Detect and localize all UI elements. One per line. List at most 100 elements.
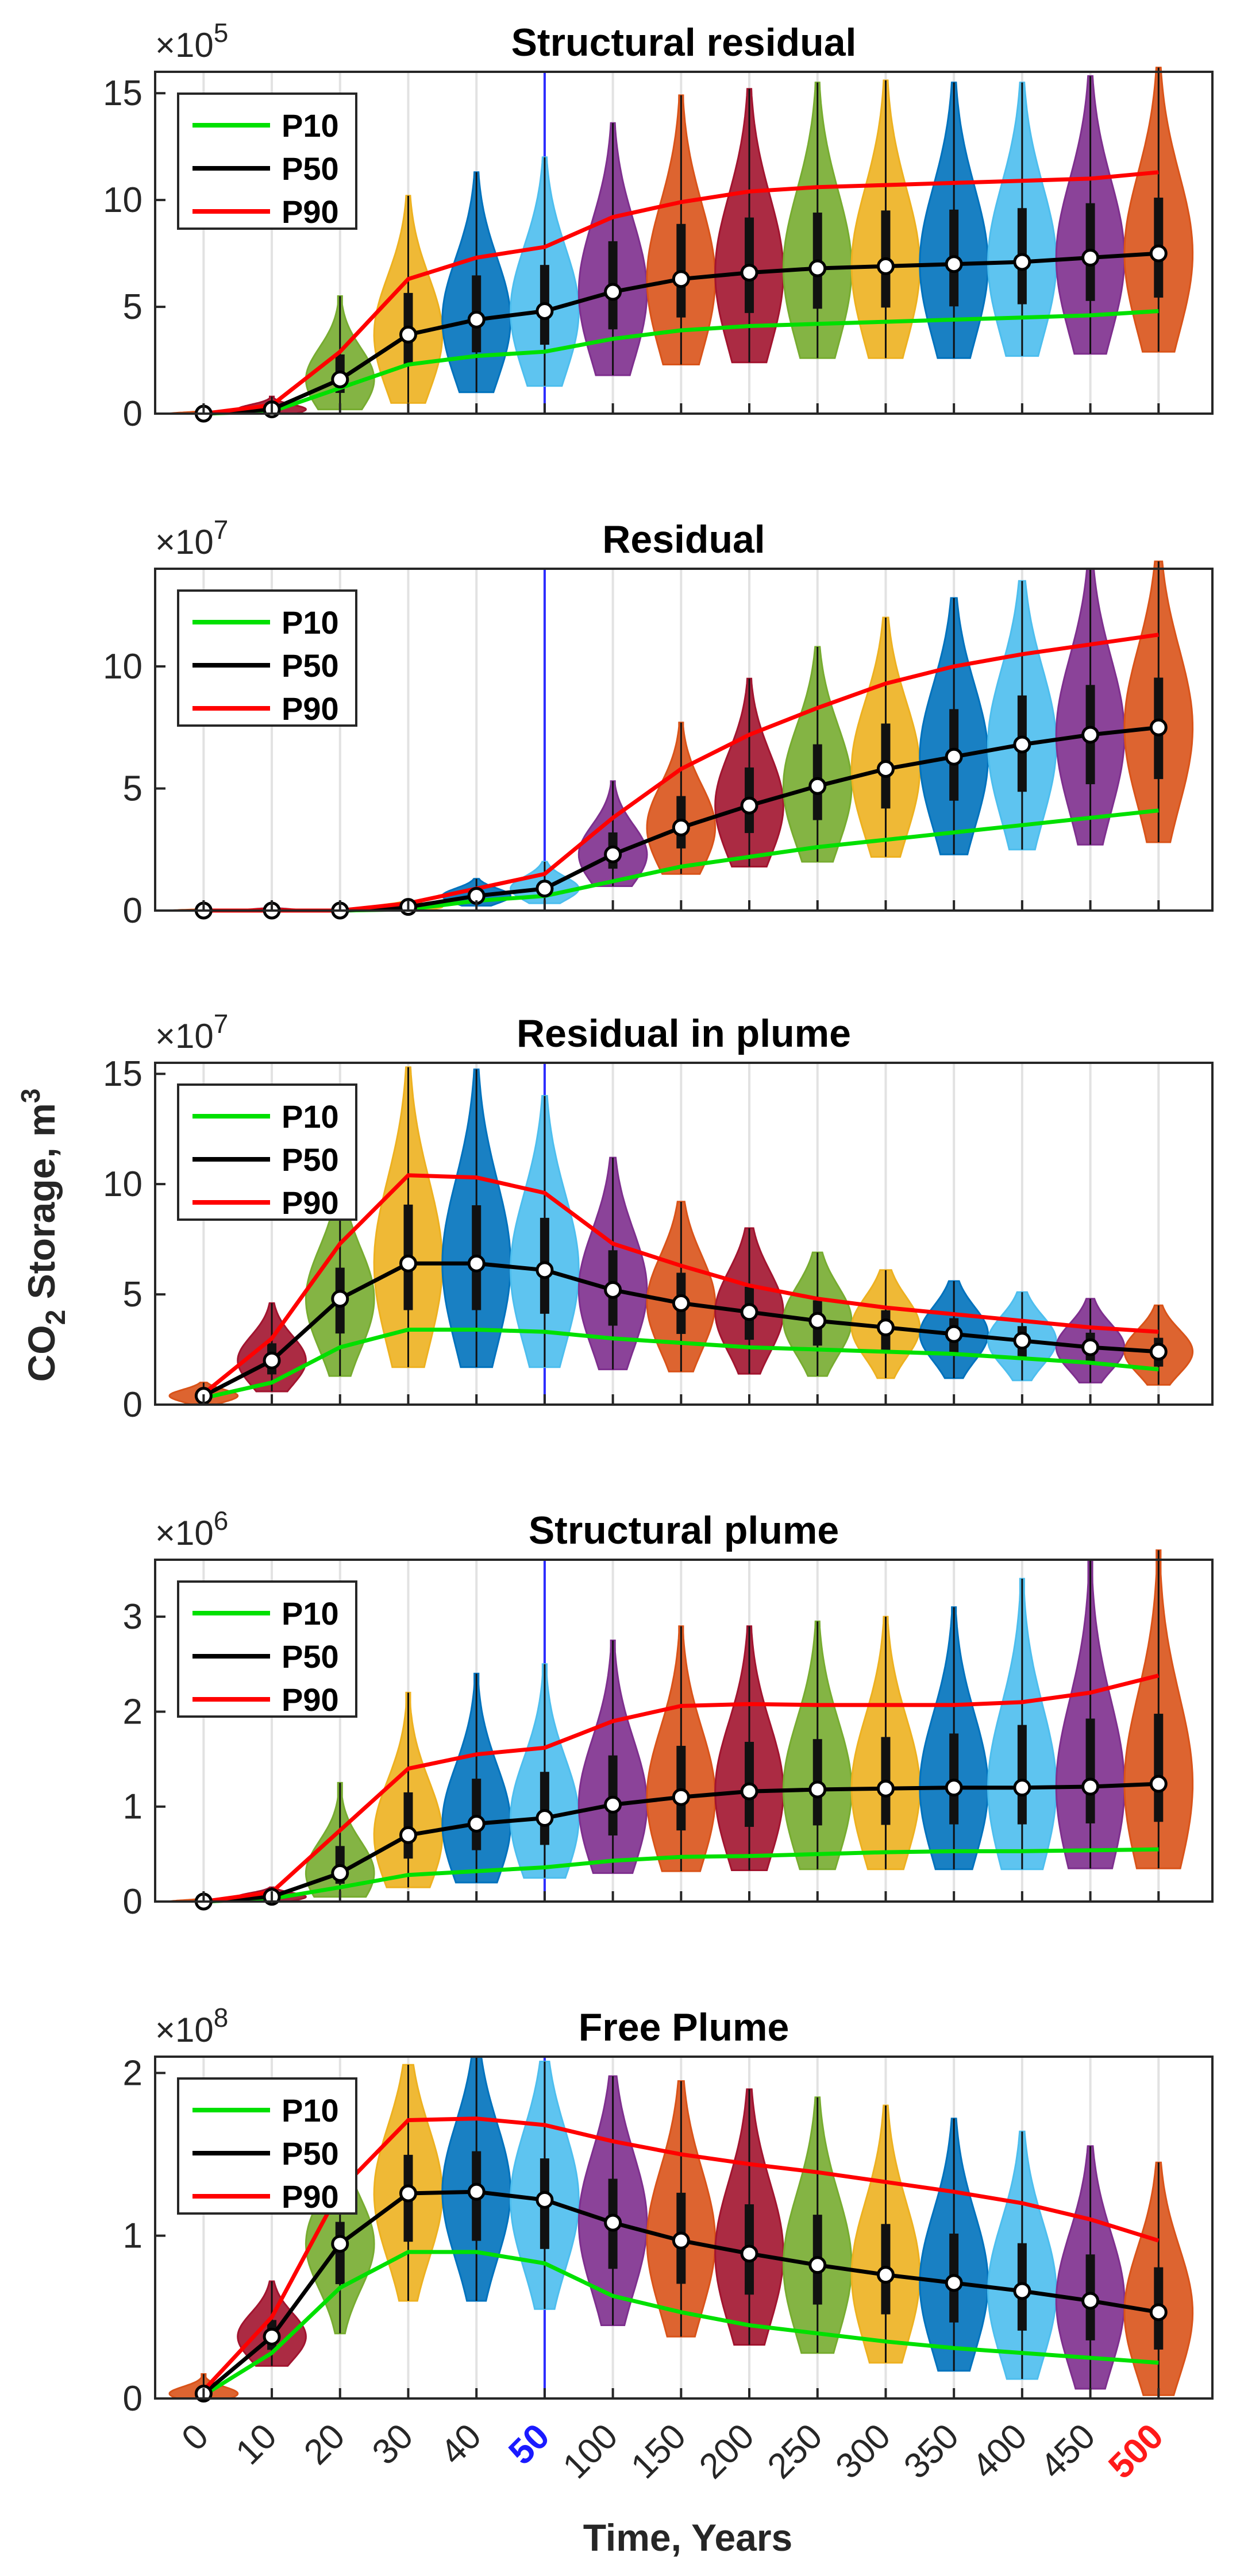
y-tick-label: 5 bbox=[123, 1275, 142, 1314]
legend-label: P10 bbox=[282, 107, 339, 144]
median-marker bbox=[331, 2235, 349, 2253]
x-tick-label: 100 bbox=[556, 2416, 626, 2486]
median-marker bbox=[876, 257, 895, 275]
median-marker bbox=[467, 310, 486, 329]
x-tick-label: 30 bbox=[365, 2416, 421, 2473]
violin-iqr-box bbox=[1154, 1714, 1164, 1822]
violin-iqr-box bbox=[608, 1755, 618, 1835]
median-marker bbox=[1149, 2303, 1168, 2322]
median-marker bbox=[672, 819, 690, 836]
median-marker bbox=[945, 255, 963, 273]
median-marker bbox=[331, 1290, 349, 1308]
median-marker bbox=[399, 1254, 417, 1272]
median-marker bbox=[740, 1782, 758, 1800]
median-marker bbox=[1149, 244, 1168, 263]
axes-frame bbox=[154, 2056, 1214, 2400]
y-tick-label: 5 bbox=[123, 769, 142, 809]
median-marker bbox=[399, 2184, 417, 2203]
y-tick-label: 10 bbox=[103, 647, 142, 687]
y-exponent-label: ×106 bbox=[155, 1506, 228, 1552]
median-marker bbox=[536, 2191, 554, 2209]
median-marker bbox=[876, 1318, 895, 1337]
y-tick-label: 2 bbox=[123, 1692, 142, 1732]
median-marker bbox=[740, 264, 758, 282]
panel-title: Residual bbox=[602, 518, 765, 561]
y-tick-label: 2 bbox=[123, 2053, 142, 2093]
legend-box bbox=[177, 589, 357, 727]
median-marker bbox=[467, 1254, 486, 1272]
legend-label: P50 bbox=[282, 2135, 339, 2172]
panel-5: Free Plume ×108 0 1 2 P10 P50 P90 bbox=[123, 2003, 1214, 2419]
median-marker bbox=[808, 1780, 827, 1799]
legend-label: P10 bbox=[282, 604, 339, 641]
median-marker bbox=[945, 1779, 963, 1797]
y-tick-label: 5 bbox=[123, 287, 142, 327]
axes-frame bbox=[154, 71, 1214, 415]
median-marker bbox=[876, 1779, 895, 1798]
legend-box bbox=[177, 2077, 357, 2215]
median-marker bbox=[740, 2245, 758, 2263]
median-marker bbox=[1081, 249, 1100, 267]
legend-label: P50 bbox=[282, 151, 339, 187]
median-marker bbox=[1013, 1332, 1031, 1350]
median-marker bbox=[808, 777, 827, 795]
y-tick-label: 0 bbox=[123, 1882, 142, 1922]
violin-iqr-box bbox=[403, 1792, 413, 1859]
median-marker bbox=[1013, 735, 1031, 754]
legend: P10 P50 P90 bbox=[177, 92, 357, 230]
median-marker bbox=[876, 760, 895, 778]
violin-iqr-box bbox=[472, 1779, 482, 1850]
y-tick-label: 0 bbox=[123, 2379, 142, 2419]
x-tick-label: 200 bbox=[692, 2416, 762, 2486]
violin-iqr-box bbox=[540, 1772, 549, 1845]
y-tick-label: 15 bbox=[103, 74, 142, 113]
x-tick-label: 400 bbox=[965, 2416, 1035, 2486]
panel-2: Residual ×107 0 5 10 P10 P50 P90 bbox=[103, 515, 1214, 931]
series-line-p90 bbox=[203, 170, 1159, 416]
x-tick-label: 10 bbox=[228, 2416, 284, 2473]
legend-box bbox=[177, 1580, 357, 1718]
violin-iqr-box bbox=[1085, 1718, 1095, 1823]
violin-iqr-box bbox=[335, 2222, 345, 2284]
y-exponent-label: ×108 bbox=[155, 2003, 228, 2049]
median-marker bbox=[604, 1795, 622, 1814]
axes-frame bbox=[154, 568, 1214, 912]
legend: P10 P50 P90 bbox=[177, 1580, 357, 1718]
y-tick-label: 3 bbox=[123, 1597, 142, 1637]
legend-label: P10 bbox=[282, 1098, 339, 1135]
series-line-p90 bbox=[202, 1173, 1159, 1395]
x-axis-label: Time, Years bbox=[583, 2516, 793, 2559]
median-marker bbox=[604, 1281, 622, 1299]
median-marker bbox=[467, 2182, 486, 2201]
median-marker bbox=[604, 2213, 622, 2232]
median-marker bbox=[740, 796, 758, 815]
y-tick-label: 0 bbox=[123, 891, 142, 931]
panel-title: Residual in plume bbox=[517, 1012, 851, 1055]
median-marker bbox=[1081, 2292, 1100, 2310]
median-marker bbox=[467, 1814, 486, 1833]
median-marker bbox=[399, 325, 417, 344]
axes-frame bbox=[154, 1062, 1214, 1406]
panel-title: Structural plume bbox=[529, 1509, 839, 1552]
series-line-p10 bbox=[202, 2250, 1159, 2397]
axes-frame bbox=[154, 1559, 1214, 1903]
y-tick-label: 0 bbox=[123, 1385, 142, 1425]
median-marker bbox=[1149, 1775, 1168, 1793]
y-axis-label: CO2 Storage, m3 bbox=[16, 1089, 71, 1382]
median-marker bbox=[1013, 2282, 1031, 2300]
median-marker bbox=[1081, 1338, 1100, 1356]
y-exponent-label: ×105 bbox=[155, 18, 228, 64]
legend-label: P10 bbox=[282, 2092, 339, 2128]
panel-title: Structural residual bbox=[511, 21, 857, 64]
y-tick-label: 10 bbox=[103, 180, 142, 220]
median-marker bbox=[672, 1788, 690, 1806]
median-marker bbox=[945, 2274, 963, 2292]
legend-label: P50 bbox=[282, 647, 339, 684]
y-tick-label: 1 bbox=[123, 2216, 142, 2256]
median-marker bbox=[536, 1261, 554, 1279]
series-line-p90 bbox=[203, 633, 1159, 913]
x-tick-label: 150 bbox=[623, 2416, 694, 2486]
violin-iqr-box bbox=[1017, 1725, 1027, 1825]
median-marker bbox=[263, 1351, 281, 1370]
